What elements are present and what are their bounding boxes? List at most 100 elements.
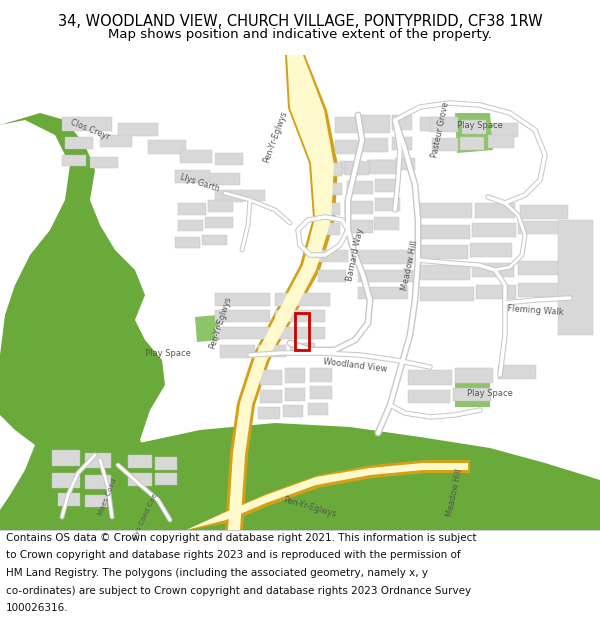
Bar — [358, 270, 413, 282]
Bar — [240, 190, 265, 201]
Text: Fleming Walk: Fleming Walk — [506, 304, 563, 316]
Bar — [320, 183, 342, 195]
Bar — [420, 117, 438, 131]
Text: 34, WOODLAND VIEW, CHURCH VILLAGE, PONTYPRIDD, CF38 1RW: 34, WOODLAND VIEW, CHURCH VILLAGE, PONTY… — [58, 14, 542, 29]
Bar — [275, 327, 325, 339]
Bar — [260, 370, 282, 385]
Bar — [558, 220, 593, 335]
Text: Play Space: Play Space — [467, 389, 513, 398]
Bar — [420, 287, 474, 301]
Bar — [362, 138, 388, 152]
Bar — [455, 368, 493, 383]
Bar — [315, 163, 337, 176]
Bar — [345, 220, 373, 233]
Bar — [58, 493, 80, 506]
Bar — [295, 313, 309, 350]
Bar — [85, 453, 111, 468]
Bar — [258, 345, 286, 357]
Bar — [518, 221, 562, 234]
Bar — [100, 135, 132, 147]
Bar — [420, 265, 470, 280]
Bar — [215, 190, 243, 202]
Bar — [392, 137, 412, 150]
Bar — [258, 407, 280, 419]
Bar — [285, 388, 305, 401]
Text: Pen-Yr-Eglwys: Pen-Yr-Eglwys — [283, 495, 337, 519]
Polygon shape — [172, 460, 470, 530]
Text: co-ordinates) are subject to Crown copyright and database rights 2023 Ordnance S: co-ordinates) are subject to Crown copyr… — [6, 586, 471, 596]
Bar — [65, 137, 93, 149]
Bar — [320, 163, 342, 176]
Polygon shape — [225, 55, 338, 530]
Bar — [420, 245, 468, 259]
Bar — [335, 117, 361, 133]
Bar — [215, 293, 270, 306]
Bar — [430, 117, 458, 132]
Bar — [175, 170, 210, 183]
Bar — [462, 120, 486, 134]
Bar — [220, 345, 255, 358]
Bar — [52, 450, 80, 466]
Polygon shape — [195, 315, 220, 342]
Bar — [310, 368, 332, 382]
Bar — [208, 200, 233, 212]
Bar — [155, 473, 177, 485]
Text: 100026316.: 100026316. — [6, 603, 68, 613]
Bar — [52, 473, 80, 488]
Bar — [460, 137, 484, 150]
Bar — [128, 455, 152, 468]
Bar — [128, 473, 152, 486]
Bar — [374, 217, 399, 230]
Bar — [518, 283, 564, 297]
Bar — [290, 343, 315, 355]
Bar — [453, 388, 491, 401]
Text: Meadow Hill: Meadow Hill — [446, 468, 464, 518]
Polygon shape — [174, 463, 468, 530]
Bar — [318, 270, 346, 282]
Bar — [215, 310, 270, 322]
Text: Llys Coed Cae: Llys Coed Cae — [131, 492, 158, 541]
Bar — [375, 179, 399, 192]
Bar — [283, 405, 303, 417]
Bar — [420, 225, 470, 239]
Text: Play Space: Play Space — [457, 121, 503, 129]
Bar — [472, 263, 514, 277]
Bar — [310, 386, 332, 399]
Bar — [260, 390, 282, 403]
Bar — [432, 138, 458, 151]
Bar — [476, 285, 516, 299]
Text: to Crown copyright and database rights 2023 and is reproduced with the permissio: to Crown copyright and database rights 2… — [6, 551, 461, 561]
Bar — [420, 203, 472, 218]
Bar — [335, 140, 359, 154]
Bar — [498, 365, 536, 379]
Bar — [375, 198, 400, 211]
Text: Clos Creyr: Clos Creyr — [69, 118, 111, 142]
Bar — [85, 475, 111, 489]
Bar — [275, 293, 330, 306]
Bar — [308, 403, 328, 415]
Text: Meadow Hill: Meadow Hill — [400, 239, 420, 291]
Bar — [215, 327, 270, 339]
Polygon shape — [455, 375, 490, 407]
Bar — [85, 495, 107, 507]
Text: Pen-Yr-Eglwys: Pen-Yr-Eglwys — [207, 296, 233, 351]
Text: Play Space: Play Space — [145, 349, 191, 358]
Text: Contains OS data © Crown copyright and database right 2021. This information is : Contains OS data © Crown copyright and d… — [6, 533, 476, 543]
Bar — [347, 181, 373, 194]
Bar — [118, 123, 158, 136]
Bar — [520, 205, 568, 219]
Text: Llys Garth: Llys Garth — [179, 173, 221, 194]
Bar — [345, 201, 373, 214]
Bar — [62, 155, 86, 166]
Bar — [358, 287, 408, 299]
Bar — [492, 123, 518, 137]
Bar — [180, 150, 212, 163]
Bar — [148, 140, 186, 154]
Bar — [318, 223, 340, 235]
Bar — [62, 117, 112, 131]
Bar — [318, 203, 340, 215]
Bar — [488, 135, 514, 148]
Polygon shape — [0, 423, 600, 530]
Bar — [215, 153, 243, 165]
Text: Maes Coed: Maes Coed — [98, 478, 118, 516]
